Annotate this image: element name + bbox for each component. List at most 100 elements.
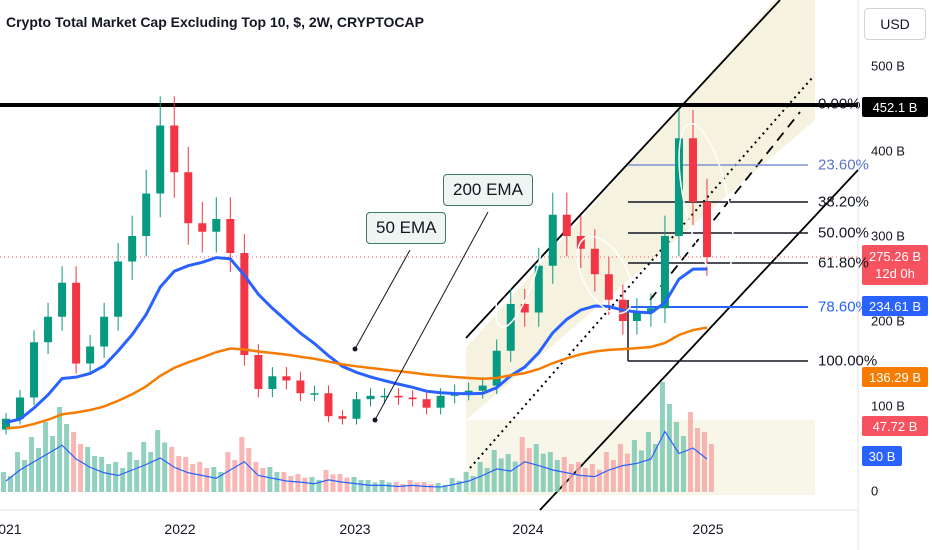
candle-body [660, 236, 669, 309]
x-tick-label: 2024 [512, 521, 544, 537]
volume-bar [589, 464, 595, 492]
candle-body [310, 393, 319, 395]
volume-bar [484, 468, 490, 492]
fib-level-38: 38.20% [818, 193, 869, 211]
volume-bar [106, 464, 112, 492]
candle-body [282, 376, 291, 381]
currency-button[interactable]: USD [864, 8, 926, 40]
volume-bar [372, 482, 378, 492]
highlight-ellipse [678, 122, 734, 278]
volume-bar [596, 469, 602, 492]
price-tag-50ema: 234.61 B [862, 296, 928, 316]
fib-level-50: 50.00% [818, 224, 869, 242]
volume-bar [43, 422, 49, 492]
channel-dashed [649, 111, 801, 301]
candle-body [548, 214, 557, 266]
volume-bar [687, 412, 693, 492]
price-tag-volume: 47.72 B [862, 416, 928, 436]
volume-bar [99, 457, 105, 492]
price-tag-last: 275.26 B 12d 0h [862, 245, 928, 285]
volume-bar [351, 477, 357, 492]
channel-lower-line [539, 169, 859, 511]
volume-bar [554, 460, 560, 492]
volume-bar [414, 482, 420, 492]
volume-bar [302, 477, 308, 492]
volume-bar [344, 477, 350, 492]
candle-body [380, 395, 389, 398]
candle-body [478, 385, 487, 391]
candle-body [464, 390, 473, 393]
ema-200-line [5, 326, 708, 430]
volume-bar [709, 444, 714, 492]
volume-bar [702, 432, 707, 492]
volume-bar [568, 464, 574, 492]
volume-bar [421, 482, 427, 492]
y-tick-label: 100 B [871, 398, 905, 414]
volume-bar [141, 442, 147, 492]
chart-title: Crypto Total Market Cap Excluding Top 10… [6, 14, 424, 30]
candle-body [422, 399, 431, 408]
callout-200-anchor [372, 417, 378, 423]
price-tag-ath: 452.1 B [862, 97, 928, 117]
candle-body [114, 261, 123, 317]
candle-body [198, 223, 207, 232]
candle-body [324, 393, 333, 417]
volume-bar [71, 432, 77, 492]
x-tick-label: 2025 [692, 521, 724, 537]
volume-bar [211, 467, 217, 492]
callout-50-pointer [354, 249, 411, 350]
volume-bar [652, 444, 658, 492]
channel-shade [466, 0, 815, 420]
candle-body [226, 219, 235, 253]
volume-bar [428, 484, 434, 492]
candle-body [506, 304, 515, 351]
volume-bar [680, 436, 686, 492]
volume-bar [57, 407, 63, 492]
volume-bar [358, 480, 364, 492]
candle-body [156, 125, 165, 194]
volume-bar [155, 430, 161, 492]
candle-body [688, 138, 697, 202]
volume-bar [120, 468, 126, 492]
candle-body [58, 282, 67, 317]
callout-50-ema[interactable]: 50 EMA [366, 212, 447, 244]
volume-bar [148, 452, 154, 492]
candle-body [254, 355, 263, 389]
x-tick-label: 2021 [0, 521, 22, 537]
fib-level-100: 100.00% [818, 352, 878, 370]
volume-bar [316, 480, 322, 492]
channel-upper-line [465, 0, 781, 339]
volume-bar [456, 480, 462, 492]
volume-ma-line [5, 430, 708, 488]
ema-50-line [5, 256, 708, 424]
candle-body [352, 399, 361, 419]
volume-bar [190, 464, 196, 492]
candle-body [86, 346, 95, 364]
volume-bar [113, 462, 119, 492]
volume-bar [624, 453, 630, 492]
volume-bar [575, 462, 581, 492]
volume-bar [526, 448, 532, 492]
candle-body [2, 418, 10, 430]
volume-bar [561, 457, 567, 492]
candle-body [338, 416, 347, 419]
volume-bar [603, 452, 609, 492]
volume-bar [92, 456, 98, 492]
volume-bar [491, 450, 497, 492]
volume-bar [540, 453, 546, 492]
volume-bar [64, 424, 70, 492]
candle-body [128, 236, 137, 262]
volume-bar [204, 468, 210, 492]
volume-bar [666, 404, 672, 492]
volume-bar [1, 472, 6, 492]
volume-bar [78, 444, 84, 492]
volume-bar [337, 474, 343, 492]
volume-bar [470, 476, 476, 492]
volume-bar [232, 460, 238, 492]
callout-200-ema[interactable]: 200 EMA [443, 174, 533, 206]
highlight-ellipse [495, 211, 545, 329]
candle-body [240, 253, 249, 355]
candle-body [296, 380, 305, 394]
